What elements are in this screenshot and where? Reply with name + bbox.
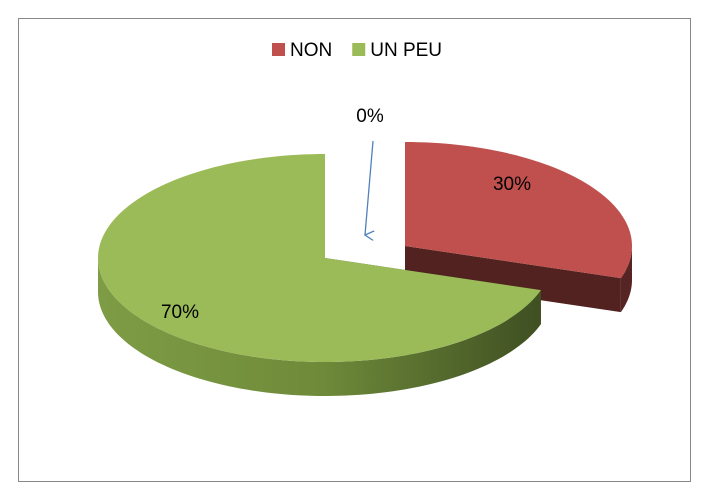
slice-side <box>98 258 541 396</box>
leader-line <box>365 140 373 235</box>
slice-wall <box>405 246 621 313</box>
legend-label: NON <box>290 40 332 61</box>
slice <box>405 142 632 279</box>
slice <box>98 154 541 362</box>
legend: NON UN PEU <box>272 40 442 61</box>
data-label: 70% <box>161 302 199 323</box>
data-label: 30% <box>493 174 531 195</box>
legend-swatch <box>352 43 366 56</box>
slice-side <box>620 246 632 313</box>
pie: 30% 70% 0% <box>98 106 632 396</box>
legend-swatch <box>272 43 285 56</box>
legend-label: UN PEU <box>370 40 442 61</box>
data-label: 0% <box>356 106 384 127</box>
